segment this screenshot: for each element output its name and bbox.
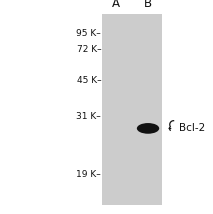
Text: 45 K–: 45 K– [76, 76, 101, 85]
Text: 72 K–: 72 K– [76, 45, 101, 54]
Ellipse shape [137, 123, 159, 134]
Text: 19 K–: 19 K– [76, 170, 101, 179]
Text: Bcl-2: Bcl-2 [179, 123, 205, 133]
Text: 31 K–: 31 K– [76, 112, 101, 121]
Text: 95 K–: 95 K– [76, 29, 101, 38]
Text: A: A [112, 0, 120, 10]
Text: B: B [144, 0, 152, 10]
Bar [102, 14, 162, 205]
